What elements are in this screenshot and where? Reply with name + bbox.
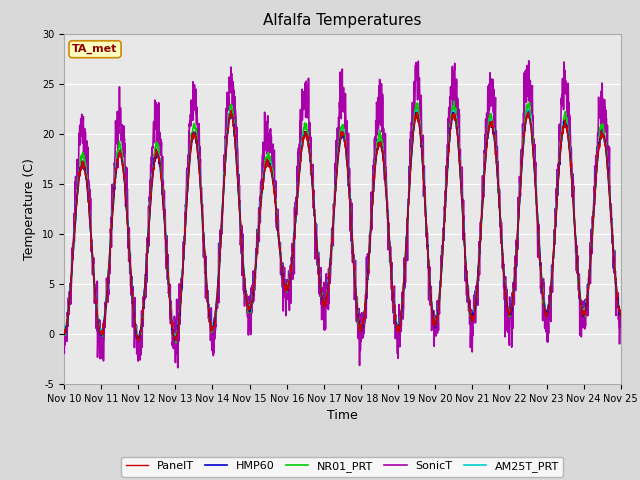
Y-axis label: Temperature (C): Temperature (C) — [23, 158, 36, 260]
Text: TA_met: TA_met — [72, 44, 118, 54]
X-axis label: Time: Time — [327, 409, 358, 422]
Legend: PanelT, HMP60, NR01_PRT, SonicT, AM25T_PRT: PanelT, HMP60, NR01_PRT, SonicT, AM25T_P… — [122, 457, 563, 477]
Title: Alfalfa Temperatures: Alfalfa Temperatures — [263, 13, 422, 28]
